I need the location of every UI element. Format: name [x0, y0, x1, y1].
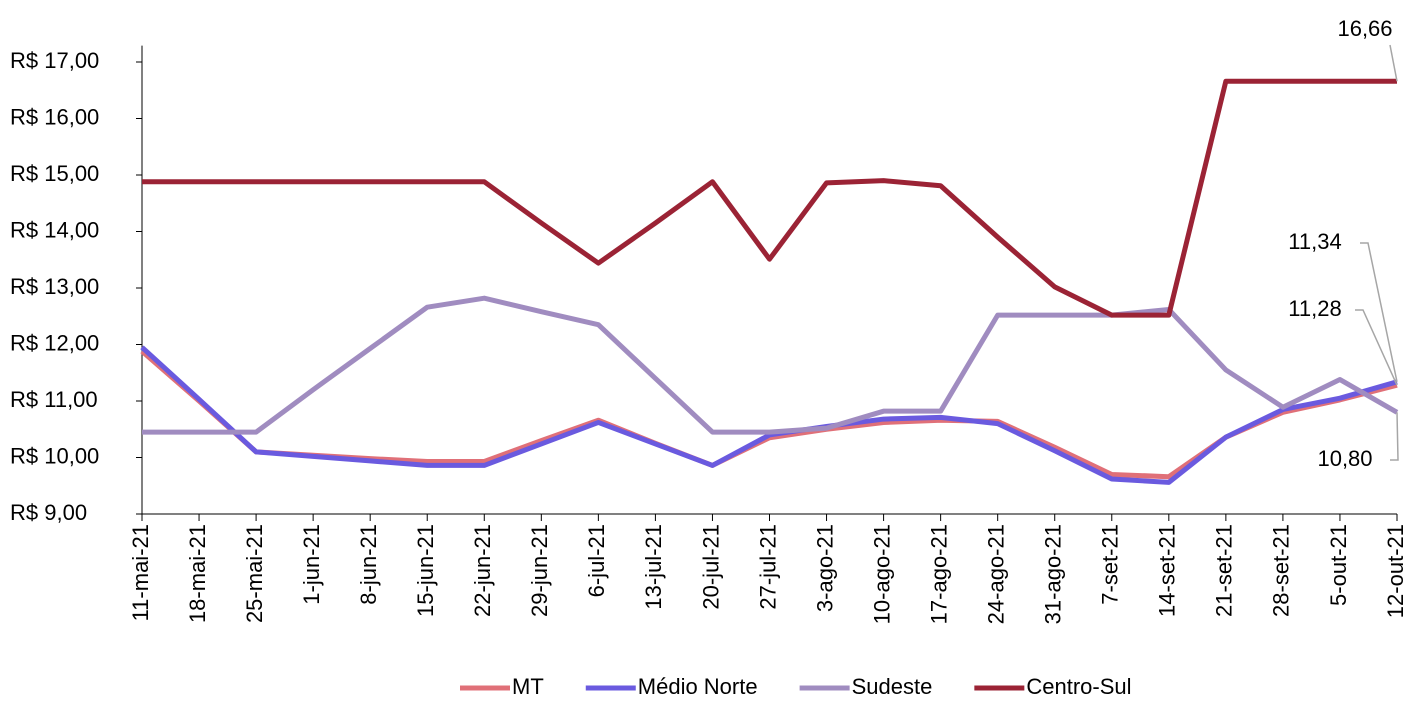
legend-label: MT: [512, 674, 544, 699]
y-tick-label: R$ 15,00: [10, 161, 99, 186]
x-tick-label: 17-ago-21: [926, 524, 951, 624]
leader-line: [1390, 412, 1399, 461]
x-tick-label: 20-jul-21: [698, 524, 723, 610]
y-tick-label: R$ 17,00: [10, 48, 99, 73]
x-tick-label: 29-jun-21: [527, 524, 552, 617]
x-tick-label: 12-out-21: [1383, 524, 1408, 618]
data-label: 11,34: [1288, 229, 1341, 254]
x-tick-label: 6-jul-21: [584, 524, 609, 597]
x-tick-label: 21-set-21: [1212, 524, 1237, 617]
leader-line: [1389, 44, 1398, 82]
series-line: [140, 345, 1398, 485]
y-tick-label: R$ 11,00: [10, 387, 98, 412]
x-tick-label: 22-jun-21: [470, 524, 495, 617]
y-tick-label: R$ 9,00: [10, 500, 87, 525]
x-tick-label: 28-set-21: [1269, 524, 1294, 617]
series-line: [142, 78, 1397, 318]
y-tick-label: R$ 14,00: [10, 217, 99, 242]
x-tick-label: 8-jun-21: [356, 524, 381, 605]
data-label: 11,28: [1288, 296, 1341, 321]
y-tick-label: R$ 16,00: [10, 104, 99, 129]
x-tick-label: 27-jul-21: [755, 524, 780, 610]
x-tick-label: 13-jul-21: [641, 524, 666, 610]
leader-line: [1355, 309, 1398, 386]
y-tick-label: R$ 12,00: [10, 330, 99, 355]
series-line: [142, 295, 1399, 435]
x-tick-label: 1-jun-21: [299, 524, 324, 605]
data-label: 16,66: [1337, 16, 1392, 41]
x-tick-label: 31-ago-21: [1041, 524, 1066, 624]
x-tick-label: 11-mai-21: [128, 524, 153, 621]
leader-line: [1360, 242, 1398, 382]
y-tick-label: R$ 13,00: [10, 274, 99, 299]
data-label: 10,80: [1317, 446, 1372, 471]
x-tick-label: 3-ago-21: [812, 524, 837, 612]
x-tick-label: 7-set-21: [1098, 524, 1123, 605]
y-tick-label: R$ 10,00: [10, 443, 99, 468]
x-tick-label: 24-ago-21: [983, 524, 1008, 624]
legend-label: Sudeste: [852, 674, 933, 699]
x-tick-label: 25-mai-21: [242, 524, 267, 623]
x-tick-label: 10-ago-21: [869, 524, 894, 624]
legend-label: Centro-Sul: [1026, 674, 1131, 699]
x-tick-label: 5-out-21: [1326, 524, 1351, 606]
legend-label: Médio Norte: [638, 674, 758, 699]
x-tick-label: 14-set-21: [1155, 524, 1180, 617]
x-tick-label: 18-mai-21: [185, 524, 210, 623]
x-tick-label: 15-jun-21: [413, 524, 438, 617]
